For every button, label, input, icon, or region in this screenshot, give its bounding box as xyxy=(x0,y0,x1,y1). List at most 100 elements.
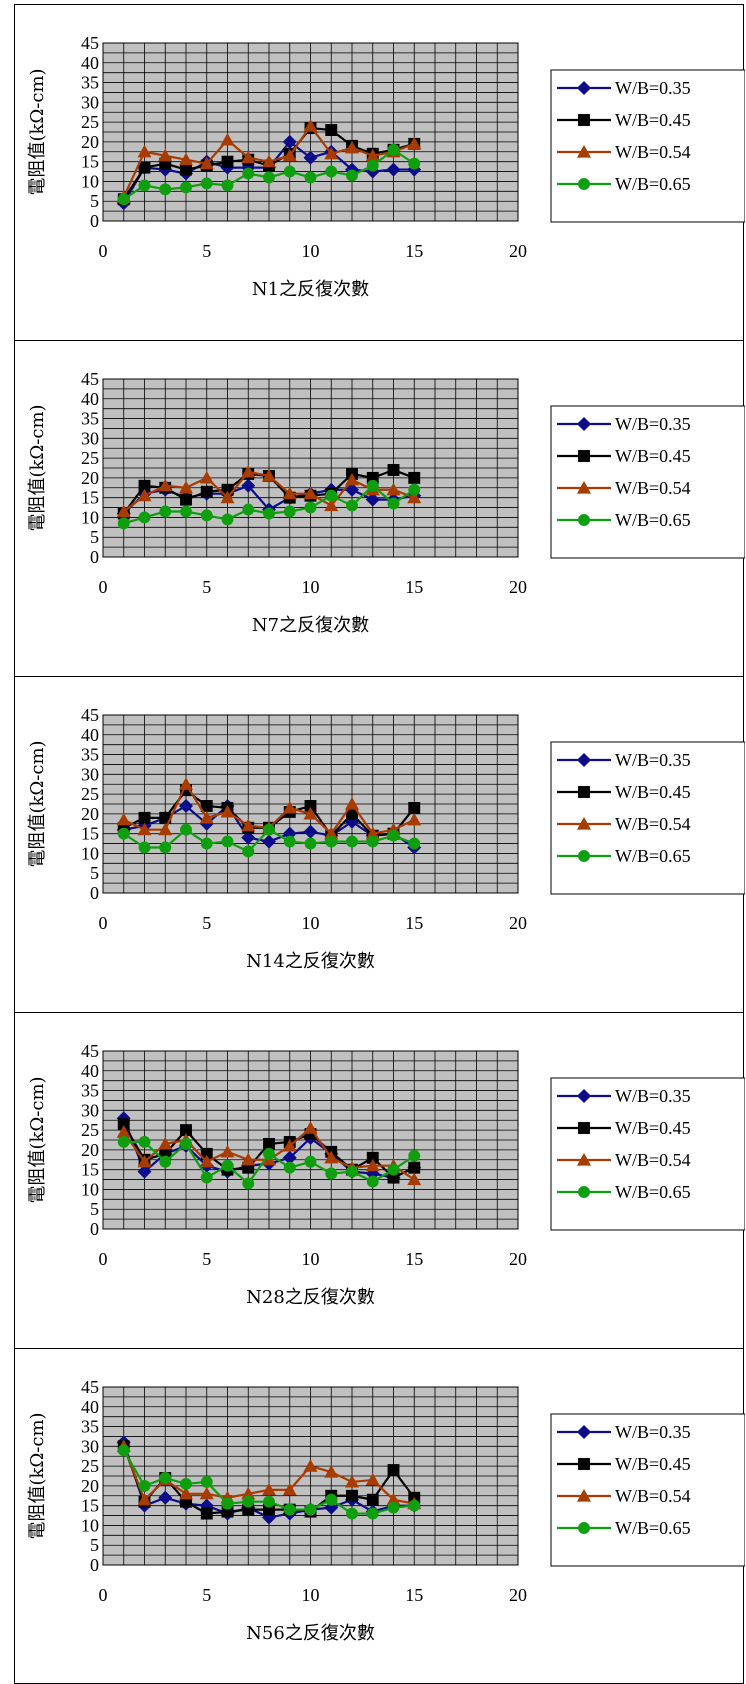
y-tick-label: 20 xyxy=(81,1476,99,1496)
data-point xyxy=(407,490,422,504)
gridlines xyxy=(102,378,519,558)
data-point xyxy=(138,179,151,192)
data-point xyxy=(159,183,172,196)
y-tick-label: 40 xyxy=(81,53,99,73)
legend-label: W/B=0.54 xyxy=(615,814,691,834)
y-tick-label: 20 xyxy=(81,1140,99,1160)
legend-box xyxy=(550,741,745,895)
chart-panel-n28: 0 5 10 15 20 25 30 35 40 45 0 5 10 15 20 N28之反復次數 電阻值(kΩ… xyxy=(14,1012,745,1348)
data-point xyxy=(180,493,192,506)
x-tick-label: 0 xyxy=(99,1249,108,1269)
data-point xyxy=(138,1136,151,1148)
data-point xyxy=(324,1500,339,1515)
data-point xyxy=(221,1159,234,1172)
legend: W/B=0.35 W/B=0.45 W/B=0.54 W/B=0.65 xyxy=(550,741,745,895)
data-point xyxy=(303,150,318,165)
data-point xyxy=(137,144,152,158)
y-tick-label: 15 xyxy=(81,152,99,172)
x-tick-label: 10 xyxy=(302,577,320,597)
data-point xyxy=(138,479,151,492)
y-tick-label: 0 xyxy=(90,211,99,231)
legend-marker xyxy=(577,145,591,158)
data-point xyxy=(365,826,380,840)
data-point xyxy=(387,829,400,842)
y-tick-label: 25 xyxy=(81,1120,99,1140)
data-point xyxy=(387,1171,400,1184)
data-point xyxy=(346,835,358,848)
data-point xyxy=(387,497,400,510)
data-point xyxy=(407,812,422,826)
legend-marker xyxy=(577,1153,591,1166)
y-tick-label: 10 xyxy=(81,507,99,527)
data-point xyxy=(324,146,339,160)
plot-frame xyxy=(102,1050,519,1230)
y-tick-label: 40 xyxy=(81,725,99,745)
legend-label: W/B=0.35 xyxy=(615,1086,691,1106)
y-tick-label: 40 xyxy=(81,389,99,409)
data-point xyxy=(241,1152,256,1166)
data-point xyxy=(263,1495,275,1508)
data-point xyxy=(303,1121,318,1134)
data-point xyxy=(407,1172,422,1186)
x-tick-label: 15 xyxy=(405,241,423,261)
legend-marker xyxy=(577,1425,591,1439)
legend-label: W/B=0.45 xyxy=(615,1454,691,1474)
data-point xyxy=(282,1138,297,1152)
data-point xyxy=(200,509,213,522)
data-point xyxy=(138,511,151,524)
data-point xyxy=(263,1138,275,1150)
series-W/B=0.65 xyxy=(117,1444,421,1520)
plot-frame xyxy=(102,1386,519,1566)
data-point xyxy=(221,513,234,526)
legend-label: W/B=0.45 xyxy=(615,110,691,130)
legend-marker xyxy=(577,817,591,830)
data-point xyxy=(365,492,380,507)
data-point xyxy=(282,1150,297,1165)
y-tick-label: 40 xyxy=(81,1397,99,1417)
x-tick-label: 20 xyxy=(509,241,527,261)
data-point xyxy=(137,1492,152,1506)
y-tick-label: 30 xyxy=(81,428,99,448)
data-point xyxy=(346,807,358,820)
y-tick-label: 25 xyxy=(81,1456,99,1476)
data-point xyxy=(263,823,275,836)
series-W/B=0.65 xyxy=(117,143,421,206)
data-point xyxy=(346,169,358,182)
x-axis-title: N56之反復次數 xyxy=(246,1623,375,1644)
data-point xyxy=(325,489,338,502)
data-point xyxy=(199,1486,214,1500)
data-point xyxy=(159,157,172,170)
data-point xyxy=(283,1503,296,1516)
y-tick-label: 35 xyxy=(81,73,99,93)
data-point xyxy=(242,845,255,858)
y-tick-label: 35 xyxy=(81,409,99,429)
chart-panel-n14: 0 5 10 15 20 25 30 35 40 45 0 5 10 15 20 N14之反復次數 電阻值(kΩ… xyxy=(14,676,745,1012)
data-point xyxy=(408,1499,421,1512)
data-point xyxy=(387,1501,400,1514)
y-tick-label: 15 xyxy=(81,1496,99,1516)
y-tick-label: 15 xyxy=(81,488,99,508)
chart-panel-n7: 0 5 10 15 20 25 30 35 40 45 0 5 10 15 20 N7之反復次數 電阻值(kΩ-… xyxy=(14,340,745,676)
legend: W/B=0.35 W/B=0.45 W/B=0.54 W/B=0.65 xyxy=(550,69,745,223)
data-point xyxy=(366,1493,379,1506)
data-point xyxy=(200,485,213,498)
data-point xyxy=(366,471,379,484)
y-tick-label: 45 xyxy=(81,705,99,725)
y-tick-label: 0 xyxy=(90,1219,99,1239)
data-point xyxy=(303,1459,318,1472)
data-point xyxy=(221,179,234,192)
data-point xyxy=(408,837,421,850)
y-tick-label: 30 xyxy=(81,92,99,112)
y-tick-label: 5 xyxy=(90,527,99,547)
legend-marker xyxy=(578,178,590,190)
data-point xyxy=(304,1155,317,1168)
data-point xyxy=(138,841,151,854)
x-tick-label: 5 xyxy=(202,1249,211,1269)
data-point xyxy=(345,140,359,154)
data-point xyxy=(262,1510,276,1525)
data-point xyxy=(180,1477,192,1490)
data-point xyxy=(366,1507,379,1520)
data-point xyxy=(200,1171,213,1184)
